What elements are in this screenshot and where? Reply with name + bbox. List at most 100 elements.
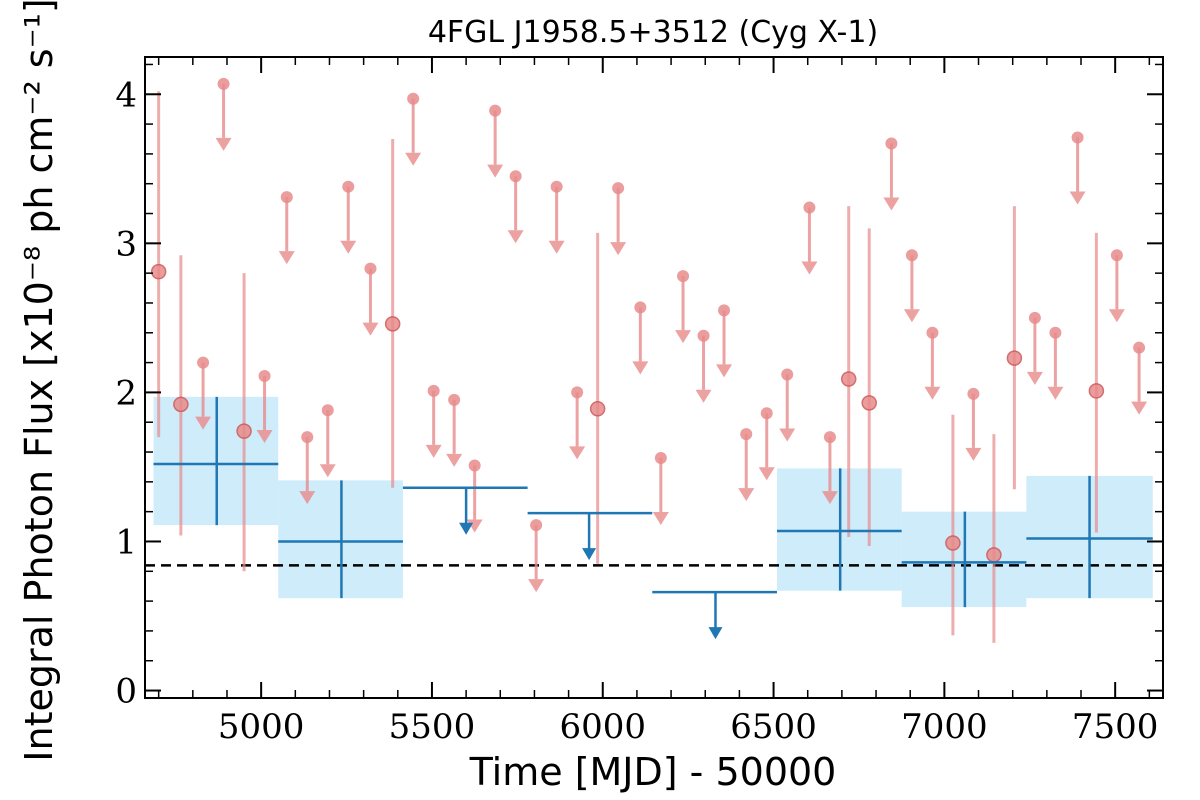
- short-bin-detection: [236, 273, 252, 572]
- short-bin-point: [1006, 350, 1023, 366]
- long-bin-upper-limit: [402, 486, 528, 535]
- short-bin-upper-limit: [1108, 249, 1125, 323]
- short-bin-ul-arrowhead: [340, 240, 357, 254]
- short-bin-ul-arrowhead: [695, 389, 712, 403]
- short-bin-ul-point: [967, 387, 980, 400]
- short-bin-upper-limit: [466, 459, 483, 533]
- plot-border: [144, 56, 1164, 699]
- short-bin-detection: [945, 414, 961, 636]
- long-bin-upper-limit: [527, 511, 653, 561]
- short-bin-ul-arrowhead: [215, 137, 232, 151]
- short-bin-upper-limit: [903, 249, 920, 323]
- short-bin-ul-point: [1110, 249, 1123, 262]
- short-bin-upper-limit: [610, 182, 627, 256]
- short-bin-ul-point: [654, 451, 667, 464]
- short-bin-point: [986, 547, 1002, 563]
- short-bin-upper-limit: [425, 384, 442, 458]
- short-bin-ul-point: [1049, 326, 1062, 339]
- short-bin-upper-limit: [548, 180, 565, 254]
- short-bin-ul-arrowhead: [569, 446, 586, 460]
- short-bin-ul-arrowhead: [256, 430, 273, 444]
- short-bin-ul-arrowhead: [1047, 386, 1064, 400]
- chart-title: 4FGL J1958.5+3512 (Cyg X-1): [428, 15, 878, 50]
- y-tick-label: 0: [115, 672, 137, 712]
- short-bin-ul-point: [197, 356, 210, 369]
- short-bin-upper-limit: [340, 180, 357, 254]
- short-bin-ul-point: [550, 180, 563, 193]
- short-bin-ul-point: [1133, 341, 1146, 354]
- long-bin-upper-limit: [652, 590, 777, 640]
- long-bin-ul-arrowhead: [459, 522, 474, 535]
- short-bin-ul-point: [905, 249, 918, 262]
- long-bin-ul-arrowhead: [708, 627, 723, 640]
- long-bin-detection: [776, 468, 902, 591]
- short-bin-upper-limit: [779, 368, 796, 442]
- short-bin-upper-limit: [362, 262, 379, 336]
- short-bin-ul-arrowhead: [883, 197, 900, 211]
- short-bin-upper-limit: [965, 387, 982, 461]
- long-bin-detection: [278, 480, 403, 599]
- short-bin-ul-arrowhead: [278, 251, 295, 265]
- short-bin-point: [150, 263, 167, 280]
- short-bin-ul-arrowhead: [362, 322, 379, 336]
- short-bin-detection: [986, 434, 1002, 643]
- short-bin-ul-arrowhead: [487, 164, 504, 178]
- short-bin-ul-point: [1071, 131, 1084, 144]
- short-bin-point: [384, 316, 401, 332]
- short-bin-ul-arrowhead: [738, 488, 755, 502]
- short-bin-ul-arrowhead: [319, 464, 336, 478]
- short-bin-ul-point: [364, 262, 377, 275]
- short-bin-detection: [384, 138, 401, 488]
- short-bin-ul-point: [217, 77, 230, 90]
- x-tick-label: 6500: [730, 707, 817, 747]
- x-tick-label: 7000: [901, 707, 988, 747]
- short-bin-ul-arrowhead: [466, 519, 483, 533]
- short-bin-point: [861, 395, 877, 411]
- short-bin-ul-arrowhead: [652, 511, 669, 525]
- short-bin-ul-arrowhead: [507, 230, 524, 244]
- short-bin-upper-limit: [675, 270, 692, 344]
- short-bin-ul-arrowhead: [1026, 371, 1043, 385]
- short-bin-ul-arrowhead: [903, 309, 920, 323]
- x-axis-title: Time [MJD] - 50000: [469, 750, 837, 794]
- y-tick-label: 2: [115, 373, 137, 413]
- plot-frame: [144, 56, 1164, 699]
- short-bin-ul-arrowhead: [758, 467, 775, 481]
- short-bin-ul-arrowhead: [299, 491, 316, 505]
- short-bin-ul-arrowhead: [446, 453, 463, 467]
- short-bin-upper-limit: [528, 519, 545, 593]
- short-bin-ul-point: [468, 459, 481, 472]
- short-bin-detection: [840, 206, 857, 538]
- short-bin-ul-arrowhead: [548, 240, 565, 254]
- short-bin-detection: [1088, 232, 1105, 533]
- short-bin-upper-limit: [215, 77, 232, 151]
- short-bin-ul-arrowhead: [405, 152, 422, 166]
- short-bin-ul-arrowhead: [425, 444, 442, 458]
- short-bin-ul-point: [427, 384, 440, 397]
- short-bin-upper-limit: [278, 191, 295, 265]
- short-bin-point: [945, 535, 961, 551]
- short-bin-ul-point: [781, 368, 794, 381]
- short-bin-upper-limit: [821, 431, 838, 505]
- short-bin-ul-arrowhead: [821, 491, 838, 505]
- short-bin-ul-arrowhead: [1069, 191, 1086, 205]
- short-bin-ul-arrowhead: [1108, 309, 1125, 323]
- short-bin-upper-limit: [883, 137, 900, 211]
- short-bin-ul-point: [258, 370, 271, 383]
- short-bin-ul-arrowhead: [610, 242, 627, 256]
- x-tick-label: 5500: [389, 707, 476, 747]
- short-bin-ul-point: [1028, 311, 1041, 324]
- y-tick-label: 4: [115, 75, 137, 115]
- short-bin-upper-limit: [758, 407, 775, 481]
- short-bin-detection: [173, 255, 189, 536]
- short-bin-upper-limit: [1069, 131, 1086, 205]
- short-bin-upper-limit: [405, 92, 422, 166]
- short-bin-ul-point: [803, 201, 816, 214]
- short-bin-point: [173, 396, 189, 413]
- long-bin-detection: [153, 396, 279, 526]
- axis-ticks: 5000 5500 6000 6500 7000 7500 0 1 2 3 4: [115, 57, 1163, 747]
- short-bin-upper-limit: [256, 370, 273, 444]
- short-bin-ul-point: [301, 431, 314, 444]
- short-bin-ul-arrowhead: [195, 416, 212, 430]
- short-bin-detection: [861, 228, 877, 546]
